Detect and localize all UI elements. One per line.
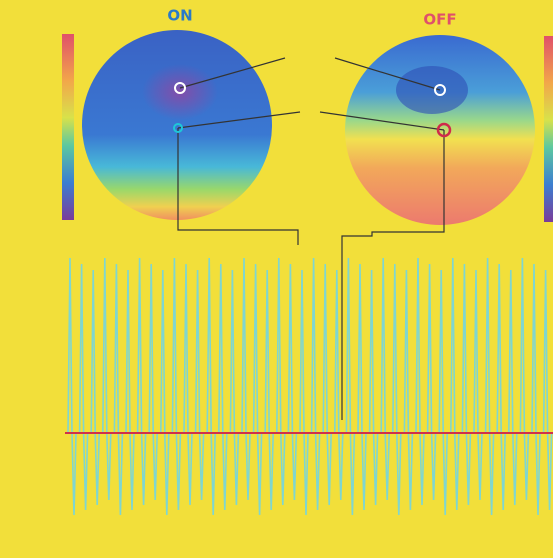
panel-title: OFF (423, 11, 456, 29)
colorbar (62, 34, 74, 220)
colorbar (544, 36, 553, 222)
topomap-blob (396, 66, 468, 114)
panel-title: ON (167, 7, 192, 25)
figure: ON OFF (0, 0, 553, 558)
waveform-trace (65, 258, 552, 515)
waveform (65, 258, 552, 515)
